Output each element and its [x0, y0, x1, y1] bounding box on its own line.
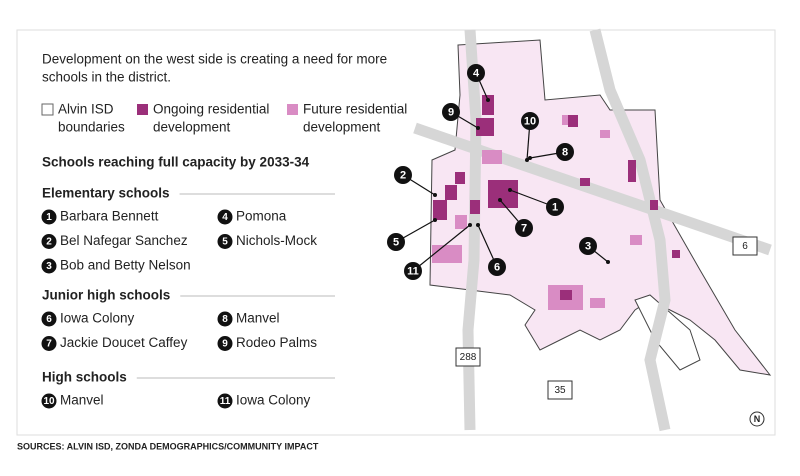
leader-dot	[433, 218, 437, 222]
badge-number: 1	[552, 201, 558, 213]
leader-dot	[486, 98, 490, 102]
number-badge	[217, 209, 233, 225]
number-badge	[579, 237, 597, 255]
highway-288	[462, 29, 482, 431]
frame	[16, 29, 776, 436]
badge-number: 9	[448, 106, 454, 118]
number-badge	[387, 233, 405, 251]
badge-number: 2	[400, 169, 406, 181]
future-development	[432, 115, 642, 310]
number-badge	[217, 234, 233, 249]
leader-dot	[468, 223, 472, 227]
compass	[749, 411, 765, 427]
badge-number: 8	[562, 146, 568, 158]
intro-text: schools in the district.	[42, 70, 171, 85]
number-badge	[217, 393, 233, 409]
school-name: Manvel	[236, 311, 280, 326]
district-boundary	[429, 39, 772, 376]
badge-number: 7	[46, 339, 52, 350]
number-badge	[394, 166, 412, 184]
badge-number: 4	[473, 67, 480, 79]
school-name: Iowa Colony	[236, 393, 311, 408]
school-name: Pomona	[236, 209, 287, 224]
number-badge	[467, 64, 485, 82]
badge-number: 6	[494, 261, 500, 273]
group-title: Junior high schools	[42, 288, 170, 303]
legend-label: Ongoing residential	[153, 102, 269, 117]
number-badge	[404, 262, 422, 280]
badge-number: 3	[585, 240, 591, 252]
highway-sign	[732, 236, 758, 256]
number-badge	[41, 311, 57, 327]
badge-number: 5	[393, 236, 399, 248]
school-name: Bob and Betty Nelson	[60, 258, 191, 273]
highway-label: 35	[554, 385, 566, 396]
badge-number: 8	[222, 314, 228, 325]
number-badge	[217, 311, 233, 327]
badge-number: 4	[222, 212, 228, 223]
map	[413, 28, 772, 432]
badge-number: 3	[46, 261, 52, 272]
badge-number: 6	[46, 314, 52, 325]
badge-number: 10	[524, 115, 536, 127]
number-badge	[521, 112, 539, 130]
number-badge	[41, 234, 57, 249]
legend-swatch	[41, 103, 54, 116]
badge-number: 9	[222, 339, 228, 350]
legend-label: development	[303, 120, 381, 135]
badge-number: 2	[46, 237, 52, 248]
school-name: Manvel	[60, 393, 104, 408]
leader-dot	[525, 158, 529, 162]
leader-dot	[606, 260, 610, 264]
highway-35	[589, 28, 671, 432]
badge-number: 5	[222, 237, 228, 248]
highway-sign	[455, 347, 481, 367]
group-title: Elementary schools	[42, 186, 170, 201]
legend-label: Future residential	[303, 102, 407, 117]
number-badge	[217, 336, 233, 351]
number-badge	[41, 393, 57, 409]
leader-dot	[476, 223, 480, 227]
subtitle: Schools reaching full capacity by 2033-3…	[42, 155, 310, 170]
legend-label: Alvin ISD	[58, 102, 114, 117]
number-badge	[556, 143, 574, 161]
number-badge	[41, 336, 57, 351]
number-badge	[488, 258, 506, 276]
ongoing-development	[433, 95, 680, 300]
number-badge	[41, 258, 57, 274]
legend-swatch	[137, 104, 148, 115]
school-name: Barbara Bennett	[60, 209, 159, 224]
intro-text: Development on the west side is creating…	[42, 52, 387, 67]
group-title: High schools	[42, 370, 127, 385]
badge-number: 7	[521, 222, 527, 234]
leader-dot	[528, 156, 532, 160]
leader-dot	[508, 188, 512, 192]
source: SOURCES: ALVIN ISD, ZONDA DEMOGRAPHICS/C…	[17, 441, 319, 451]
legend-label: development	[153, 120, 231, 135]
badge-number: 10	[43, 396, 55, 407]
number-badge	[515, 219, 533, 237]
number-badge	[442, 103, 460, 121]
number-badge	[41, 209, 57, 225]
leader-dot	[498, 198, 502, 202]
highway-label: 288	[460, 352, 477, 363]
leader-line	[412, 224, 471, 272]
legend-label: boundaries	[58, 120, 125, 135]
compass-label: N	[754, 414, 761, 424]
school-name: Iowa Colony	[60, 311, 135, 326]
badge-number: 11	[407, 265, 419, 277]
school-name: Bel Nafegar Sanchez	[60, 233, 188, 248]
highway-sign	[547, 380, 573, 400]
badge-number: 1	[46, 212, 52, 223]
school-name: Jackie Doucet Caffey	[60, 335, 188, 350]
badge-number: 11	[220, 396, 231, 407]
school-name: Rodeo Palms	[236, 335, 317, 350]
highway-label: 6	[742, 241, 748, 252]
legend-swatch	[287, 104, 298, 115]
leader-dot	[476, 126, 480, 130]
leader-dot	[433, 193, 437, 197]
number-badge	[546, 198, 564, 216]
school-name: Nichols-Mock	[236, 233, 317, 248]
